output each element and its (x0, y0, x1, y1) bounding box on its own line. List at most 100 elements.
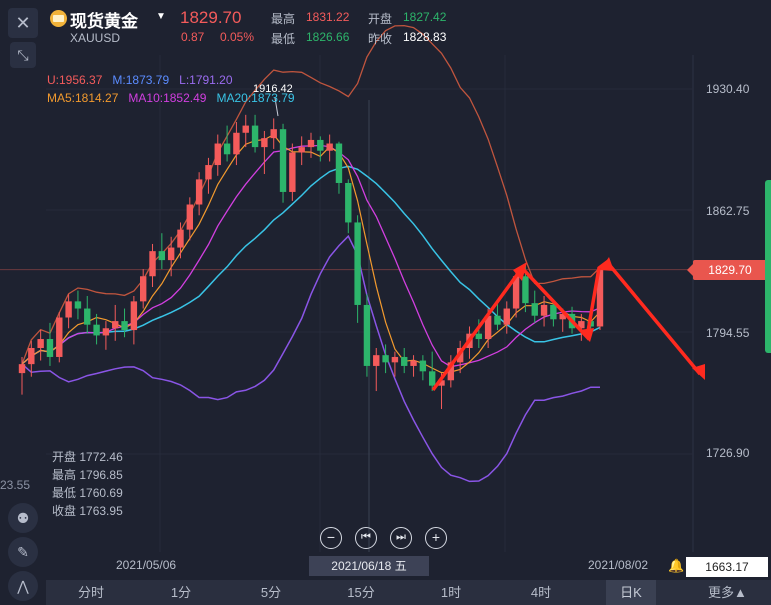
low-label: 最低 (271, 32, 296, 46)
candle-body (428, 371, 436, 386)
candle-body (578, 321, 585, 329)
period-tabbar: 分时 1分 5分 15分 1时 4时 日K 更多▲ (46, 580, 771, 605)
candle-body (149, 251, 156, 277)
candle-body (475, 333, 483, 340)
candle-body (177, 229, 184, 248)
candle-body (18, 364, 26, 374)
price-change-pct: 0.05% (220, 30, 255, 44)
candle-body (447, 362, 455, 381)
candle-body (233, 132, 240, 155)
candle-body (37, 339, 44, 348)
candle-body (195, 179, 203, 205)
low-value: 1826.66 (306, 30, 350, 44)
candle-body (373, 355, 380, 366)
indicator-button[interactable]: ⋀ (8, 571, 38, 601)
close-button[interactable]: ✕ (8, 8, 38, 38)
instrument-symbol: XAUUSD (70, 31, 121, 45)
axis-low-value: 1663.17 (686, 557, 768, 577)
candle-type-button[interactable]: ⚉ (8, 503, 38, 533)
high-label: 最高 (271, 12, 296, 26)
candle-body (28, 347, 35, 365)
arrow-head (579, 328, 594, 342)
ma-legend: MA5:1814.27 MA10:1852.49 MA20:1873.79 (47, 91, 295, 105)
scroll-left-button[interactable]: ⏮ (355, 527, 377, 549)
pen-icon: ✎ (17, 543, 29, 560)
candle-body (363, 304, 371, 366)
corner-value: 23.55 (0, 478, 31, 492)
candle-body (270, 129, 277, 139)
candle-body (335, 143, 343, 183)
price-change: 0.87 (181, 30, 205, 44)
candle-body (550, 304, 557, 320)
chevron-down-icon[interactable]: ▼ (156, 11, 166, 22)
candle-body (223, 143, 231, 155)
side-scroll-handle[interactable] (765, 180, 771, 353)
boll-legend: U:1956.37 M:1873.79 L:1791.20 (47, 73, 233, 87)
collapse-button[interactable]: ⤡ (10, 42, 36, 68)
candle-body (326, 143, 333, 151)
ma10-label: MA10:1852.49 (128, 91, 207, 105)
tab-15min[interactable]: 15分 (347, 585, 375, 600)
instrument-name[interactable]: 现货黄金 (70, 12, 138, 31)
candle-body (121, 321, 128, 331)
boll-upper-label: U:1956.37 (47, 73, 103, 87)
peak-marker (274, 97, 279, 117)
tab-1min[interactable]: 1分 (170, 585, 192, 600)
tab-timeshare[interactable]: 分时 (77, 585, 104, 600)
candle-body (559, 313, 566, 320)
candle-type-icon: ⚉ (16, 509, 30, 526)
candle-body (251, 125, 259, 148)
gold-coin-icon (50, 10, 67, 27)
tab-daily[interactable]: 日K (606, 580, 656, 605)
candle-body (401, 356, 408, 366)
tab-1hour[interactable]: 1时 (440, 585, 462, 600)
arrow-head (692, 364, 705, 380)
candle-body (596, 269, 604, 327)
candle-body (494, 315, 501, 325)
y-tick: 1930.40 (706, 82, 750, 96)
candle-body (65, 301, 72, 318)
zoom-in-button[interactable]: + (425, 527, 447, 549)
candle-body (158, 251, 166, 261)
last-price: 1829.70 (180, 8, 242, 27)
scroll-right-button[interactable]: ⏭ (390, 527, 412, 549)
candle-body (410, 360, 417, 366)
candle-body (93, 324, 100, 336)
candle-body (391, 356, 399, 363)
more-button[interactable]: 更多▲ (708, 585, 747, 600)
prev-close-value: 1828.83 (403, 30, 447, 44)
ma5-label: MA5:1814.27 (47, 91, 119, 105)
candle-body (112, 321, 119, 329)
arrow-head (600, 257, 614, 271)
tab-5min[interactable]: 5分 (260, 585, 282, 600)
x-date-right: 2021/08/02 (588, 558, 649, 572)
candle-body (84, 308, 91, 325)
ma20-label: MA20:1873.79 (216, 91, 295, 105)
tab-4hour[interactable]: 4时 (530, 585, 552, 600)
candle-body (354, 222, 361, 305)
candle-body (345, 182, 352, 223)
ohlc-open: 开盘 1772.46 (52, 450, 123, 464)
ohlc-high: 最高 1796.85 (52, 468, 123, 482)
candle-body (279, 129, 287, 192)
zoom-out-button[interactable]: − (320, 527, 342, 549)
candle-body (46, 339, 54, 357)
arrow-head (513, 262, 527, 281)
ohlc-low: 最低 1760.69 (52, 486, 123, 500)
y-tick: 1862.75 (706, 204, 750, 218)
candle-body (56, 317, 63, 357)
open-value: 1827.42 (403, 10, 447, 24)
candle-body (167, 247, 175, 261)
candle-body (214, 143, 221, 166)
bell-icon[interactable]: 🔔 (668, 558, 685, 573)
boll-upper-line (21, 24, 601, 365)
candle-body (74, 301, 82, 309)
candle-body (261, 138, 268, 148)
candle-body (139, 276, 147, 302)
draw-tool-button[interactable]: ✎ (8, 537, 38, 567)
candle-body (484, 315, 492, 340)
candle-body (242, 125, 249, 133)
candle-body (186, 204, 194, 230)
boll-mid-label: M:1873.79 (112, 73, 170, 87)
